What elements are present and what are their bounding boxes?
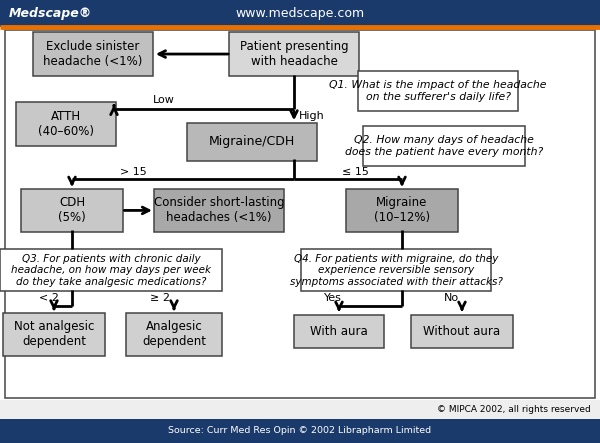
Text: © MIPCA 2002, all rights reserved: © MIPCA 2002, all rights reserved: [437, 405, 591, 414]
FancyBboxPatch shape: [2, 313, 106, 356]
Text: Exclude sinister
headache (<1%): Exclude sinister headache (<1%): [43, 40, 143, 68]
FancyBboxPatch shape: [125, 313, 222, 356]
FancyBboxPatch shape: [0, 249, 223, 291]
FancyBboxPatch shape: [16, 102, 116, 146]
Text: Migraine
(10–12%): Migraine (10–12%): [374, 196, 430, 225]
FancyBboxPatch shape: [294, 315, 384, 348]
FancyBboxPatch shape: [346, 189, 458, 232]
Text: Q3. For patients with chronic daily
headache, on how may days per week
do they t: Q3. For patients with chronic daily head…: [11, 254, 211, 287]
Text: Migraine/CDH: Migraine/CDH: [209, 135, 295, 148]
Text: < 2: < 2: [39, 293, 59, 303]
Text: Not analgesic
dependent: Not analgesic dependent: [14, 320, 94, 349]
Text: No: No: [444, 293, 459, 303]
FancyBboxPatch shape: [229, 32, 359, 77]
FancyBboxPatch shape: [20, 189, 124, 232]
FancyBboxPatch shape: [362, 126, 526, 167]
Text: > 15: > 15: [120, 167, 147, 177]
Text: Source: Curr Med Res Opin © 2002 Librapharm Limited: Source: Curr Med Res Opin © 2002 Libraph…: [169, 426, 431, 435]
Bar: [5, 30, 595, 398]
Text: With aura: With aura: [310, 325, 368, 338]
Text: Analgesic
dependent: Analgesic dependent: [142, 320, 206, 349]
FancyBboxPatch shape: [410, 315, 514, 348]
Text: CDH
(5%): CDH (5%): [58, 196, 86, 225]
FancyBboxPatch shape: [301, 249, 491, 291]
Text: Patient presenting
with headache: Patient presenting with headache: [239, 40, 349, 68]
FancyBboxPatch shape: [358, 71, 518, 111]
Text: Without aura: Without aura: [424, 325, 500, 338]
FancyBboxPatch shape: [154, 189, 284, 232]
Text: ≥ 2: ≥ 2: [150, 293, 170, 303]
Text: Q4. For patients with migraine, do they
experience reversible sensory
symptoms a: Q4. For patients with migraine, do they …: [290, 254, 502, 287]
Text: ≤ 15: ≤ 15: [342, 167, 369, 177]
Text: Yes: Yes: [324, 293, 342, 303]
Text: High: High: [299, 111, 325, 121]
FancyBboxPatch shape: [187, 123, 317, 161]
Bar: [0, 0, 600, 27]
FancyBboxPatch shape: [32, 32, 154, 77]
Bar: [0, 400, 600, 419]
Text: www.medscape.com: www.medscape.com: [235, 7, 365, 20]
Bar: [0, 419, 600, 443]
Text: ATTH
(40–60%): ATTH (40–60%): [38, 110, 94, 138]
Text: Low: Low: [153, 95, 175, 105]
Text: Consider short-lasting
headaches (<1%): Consider short-lasting headaches (<1%): [154, 196, 284, 225]
Text: Q1. What is the impact of the headache
on the sufferer's daily life?: Q1. What is the impact of the headache o…: [329, 80, 547, 101]
Text: Q2. How many days of headache
does the patient have every month?: Q2. How many days of headache does the p…: [345, 136, 543, 157]
Text: Medscape®: Medscape®: [9, 7, 92, 20]
